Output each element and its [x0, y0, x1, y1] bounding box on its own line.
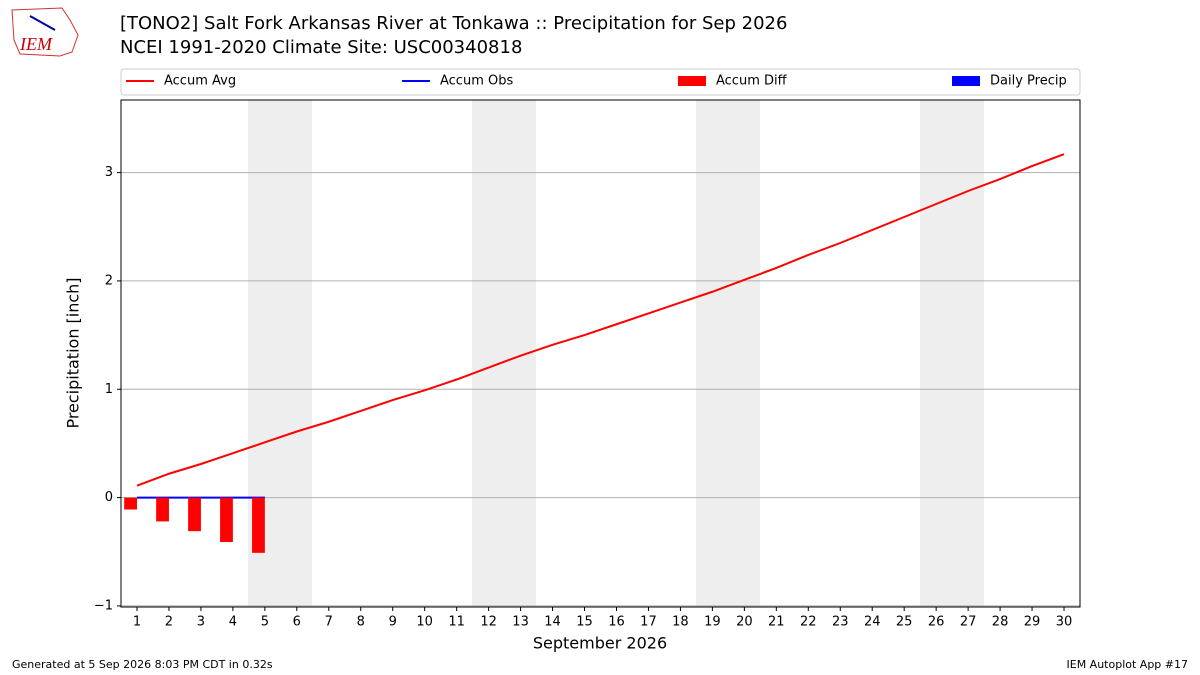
x-tick-label: 30	[1056, 615, 1073, 630]
chart-subtitle: NCEI 1991-2020 Climate Site: USC00340818	[120, 37, 522, 58]
bar	[188, 497, 201, 532]
x-tick-label: 28	[992, 615, 1009, 630]
legend-label: Accum Obs	[440, 74, 513, 89]
bar	[252, 497, 265, 553]
weekend-shading	[248, 100, 984, 607]
x-tick-label: 17	[640, 615, 657, 630]
plot-frame	[120, 99, 1081, 608]
logo-text: IEM	[19, 34, 53, 54]
x-tick-label: 27	[960, 615, 977, 630]
y-tick-label: 1	[105, 382, 113, 397]
legend-swatch	[952, 76, 980, 86]
y-tick-label: 3	[105, 165, 113, 180]
x-tick-label: 19	[704, 615, 721, 630]
x-tick-label: 7	[325, 615, 333, 630]
x-tick-label: 3	[197, 615, 205, 630]
x-tick-label: 8	[357, 615, 365, 630]
x-tick-label: 18	[672, 615, 689, 630]
legend-label: Daily Precip	[990, 74, 1067, 89]
x-tick-label: 9	[389, 615, 397, 630]
x-tick-label: 26	[928, 615, 945, 630]
x-tick-label: 25	[896, 615, 913, 630]
x-tick-label: 21	[768, 615, 785, 630]
x-tick-label: 4	[229, 615, 237, 630]
x-tick-label: 15	[576, 615, 593, 630]
legend-label: Accum Avg	[164, 74, 236, 89]
y-tick-label: 0	[105, 490, 113, 505]
x-tick-label: 1	[133, 615, 141, 630]
weekend	[696, 100, 760, 607]
line	[136, 153, 1065, 487]
x-tick-label: 22	[800, 615, 817, 630]
x-tick-label: 6	[293, 615, 301, 630]
logo: IEM	[11, 7, 79, 57]
logo-icon	[29, 15, 56, 31]
x-tick-label: 20	[736, 615, 753, 630]
footer-right: IEM Autoplot App #17	[1067, 658, 1189, 671]
x-tick-label: 11	[448, 615, 465, 630]
x-tick-label: 2	[165, 615, 173, 630]
legend-label: Accum Diff	[716, 74, 788, 89]
chart-title: [TONO2] Salt Fork Arkansas River at Tonk…	[120, 13, 787, 34]
legend-swatch	[678, 76, 706, 86]
weekend	[920, 100, 984, 607]
bar	[220, 497, 233, 542]
x-tick-label: 13	[512, 615, 529, 630]
y-tick-label: −1	[94, 598, 113, 613]
x-tick-label: 10	[416, 615, 433, 630]
x-tick-label: 12	[480, 615, 497, 630]
bar	[124, 497, 137, 510]
x-tick-label: 14	[544, 615, 561, 630]
legend-box	[120, 68, 1081, 96]
y-tick-label: 2	[105, 273, 113, 288]
y-axis-label: Precipitation [inch]	[64, 277, 83, 428]
x-tick-label: 16	[608, 615, 625, 630]
x-axis-label: September 2026	[533, 634, 667, 653]
footer-left: Generated at 5 Sep 2026 8:03 PM CDT in 0…	[12, 658, 273, 671]
x-tick-label: 23	[832, 615, 849, 630]
x-tick-label: 29	[1024, 615, 1041, 630]
x-tick-label: 5	[261, 615, 269, 630]
x-tick-label: 24	[864, 615, 881, 630]
logo-outline	[11, 7, 79, 57]
bar	[156, 497, 169, 522]
